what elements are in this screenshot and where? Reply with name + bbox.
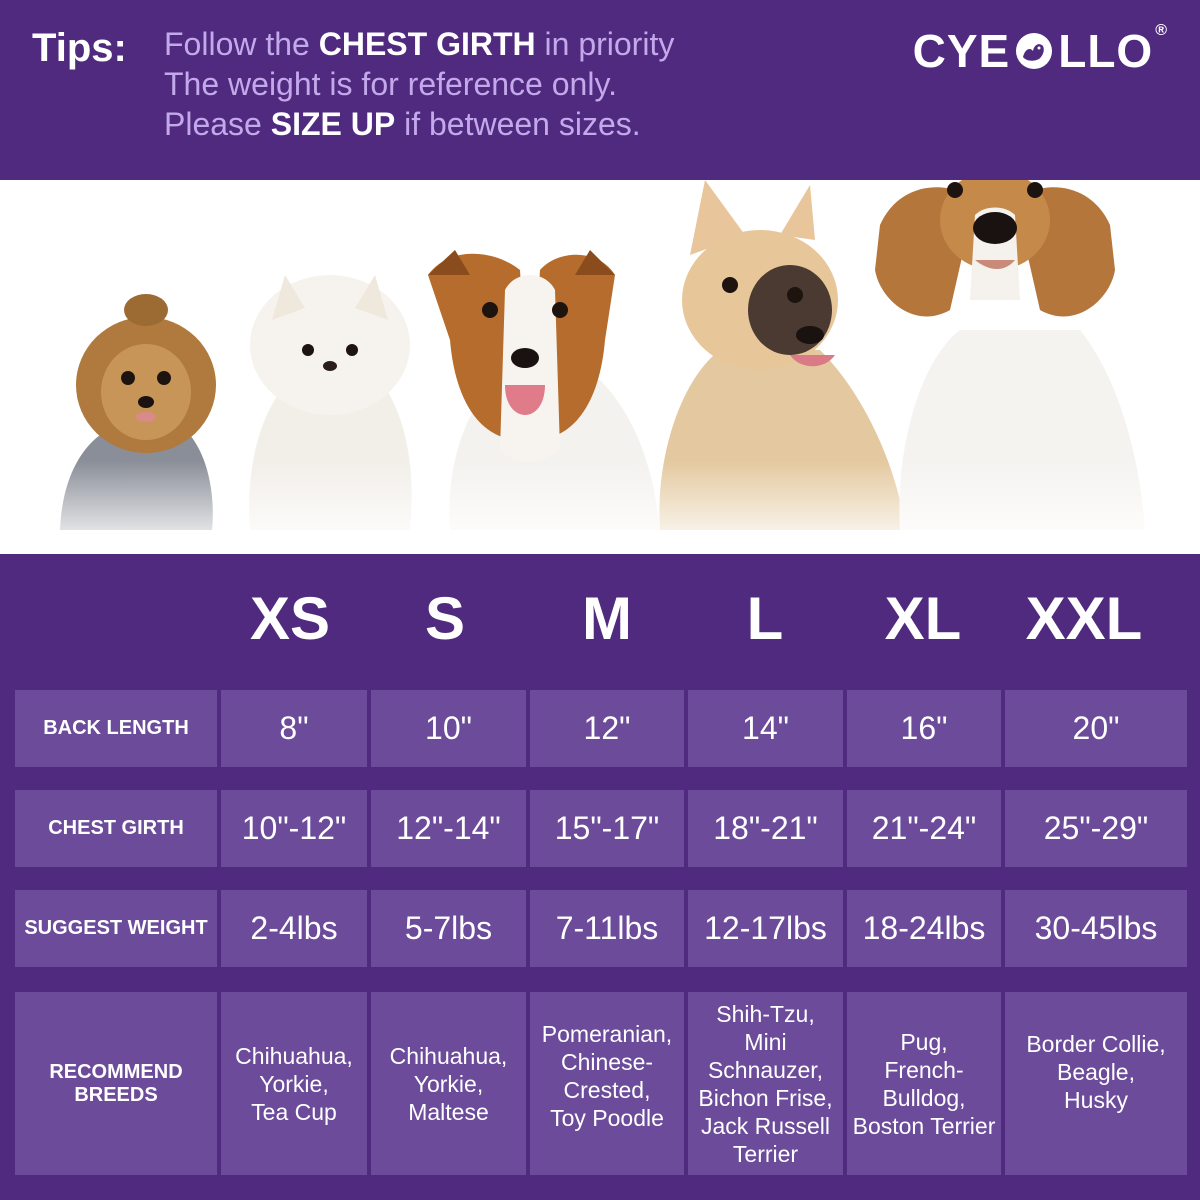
back-length-s: 10"	[371, 690, 526, 767]
header-banner: Tips: Follow the CHEST GIRTH in priority…	[0, 0, 1200, 180]
tips-label: Tips:	[32, 26, 127, 70]
breeds-xxl: Border Collie, Beagle, Husky	[1005, 992, 1187, 1175]
size-header-xs: XS	[249, 585, 331, 652]
weight-xxl: 30-45lbs	[1005, 890, 1187, 967]
dogs-photo-band	[0, 180, 1200, 554]
tip-line-2: The weight is for reference only.	[164, 66, 617, 102]
size-header-xxl: XXL	[1025, 585, 1143, 652]
size-header-s: S	[424, 585, 466, 652]
weight-xs: 2-4lbs	[221, 890, 367, 967]
row-label-back-length: BACK LENGTH	[15, 690, 217, 767]
dogs-illustration	[0, 180, 1200, 554]
chest-girth-s: 12"-14"	[371, 790, 526, 867]
tips-text: Follow the CHEST GIRTH in priority The w…	[164, 24, 674, 144]
chest-girth-xl: 21"-24"	[847, 790, 1001, 867]
back-length-m: 12"	[530, 690, 684, 767]
weight-s: 5-7lbs	[371, 890, 526, 967]
size-header-m: M	[582, 585, 632, 652]
breeds-l: Shih-Tzu, Mini Schnauzer, Bichon Frise, …	[688, 992, 843, 1175]
chest-girth-l: 18"-21"	[688, 790, 843, 867]
tip-line-3: Please SIZE UP if between sizes.	[164, 106, 641, 142]
size-table: XS S M L XL XXL BACK LENGTH 8" 10" 12" 1…	[0, 554, 1200, 1200]
weight-m: 7-11lbs	[530, 890, 684, 967]
chest-girth-xxl: 25"-29"	[1005, 790, 1187, 867]
dog-cat-logo-icon	[1016, 33, 1053, 69]
back-length-xl: 16"	[847, 690, 1001, 767]
size-header-l: L	[746, 585, 784, 652]
row-label-suggest-weight: SUGGEST WEIGHT	[15, 890, 217, 967]
back-length-xs: 8"	[221, 690, 367, 767]
breeds-m: Pomeranian, Chinese- Crested, Toy Poodle	[530, 992, 684, 1175]
size-header-xl: XL	[884, 585, 962, 652]
row-label-recommend-breeds: RECOMMEND BREEDS	[15, 992, 217, 1175]
row-label-chest-girth: CHEST GIRTH	[15, 790, 217, 867]
breeds-s: Chihuahua, Yorkie, Maltese	[371, 992, 526, 1175]
breeds-xs: Chihuahua, Yorkie, Tea Cup	[221, 992, 367, 1175]
weight-l: 12-17lbs	[688, 890, 843, 967]
breeds-xl: Pug, French- Bulldog, Boston Terrier	[847, 992, 1001, 1175]
chest-girth-m: 15"-17"	[530, 790, 684, 867]
back-length-xxl: 20"	[1005, 690, 1187, 767]
back-length-l: 14"	[688, 690, 843, 767]
brand-logo: CYE LLO ®	[912, 22, 1168, 77]
chest-girth-xs: 10"-12"	[221, 790, 367, 867]
weight-xl: 18-24lbs	[847, 890, 1001, 967]
tip-line-1: Follow the CHEST GIRTH in priority	[164, 26, 675, 62]
